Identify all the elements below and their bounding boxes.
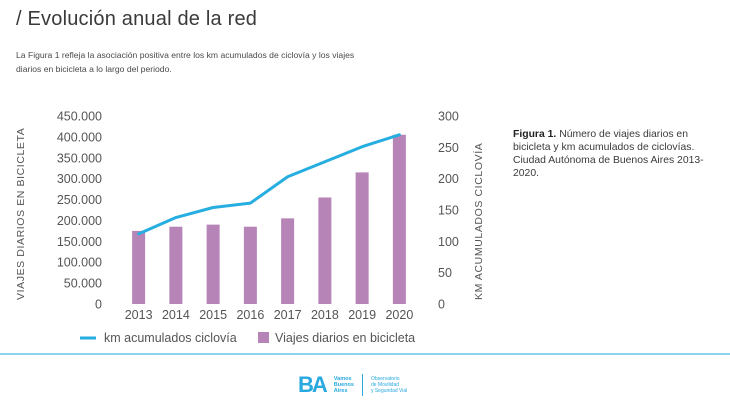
observatory-line: y Seguridad Vial — [370, 388, 408, 394]
ba-logo-text: Vamos Buenos Aires — [334, 376, 354, 394]
legend-line-label: km acumulados ciclovía — [104, 331, 237, 345]
bar-2014 — [169, 226, 183, 304]
bar-2015 — [206, 224, 220, 304]
right-tick-label: 150 — [438, 204, 459, 218]
figure-caption: Figura 1. Número de viajes diarios en bi… — [513, 128, 718, 180]
left-tick-label: 100.000 — [57, 256, 102, 270]
ba-logo-line: Buenos — [333, 382, 354, 388]
observatory-line: Observatorio — [370, 376, 400, 382]
ba-logo-line: Aires — [333, 388, 348, 394]
left-tick-label: 150.000 — [57, 235, 102, 249]
right-tick-label: 300 — [438, 110, 459, 124]
x-tick-label: 2020 — [385, 308, 413, 322]
left-axis-ticks: 0 50.000 100.000 150.000 200.000 250.000 300.0… — [57, 110, 102, 312]
left-tick-label: 400.000 — [57, 130, 102, 144]
right-tick-label: 0 — [438, 298, 445, 312]
bar-series — [132, 134, 406, 304]
bar-2017 — [281, 218, 295, 304]
left-tick-label: 350.000 — [57, 151, 102, 165]
logo-separator — [361, 374, 363, 396]
x-tick-label: 2019 — [348, 308, 376, 322]
figure-caption-label: Figura 1. — [513, 129, 557, 140]
x-tick-label: 2013 — [125, 308, 153, 322]
left-tick-label: 0 — [95, 298, 102, 312]
x-axis-ticks: 2013 2014 2015 2016 2017 2018 2019 2020 — [125, 308, 414, 322]
x-tick-label: 2016 — [236, 308, 264, 322]
legend: km acumulados ciclovía Viajes diarios en… — [80, 331, 415, 345]
ba-logo-line: Vamos — [333, 376, 352, 382]
x-tick-label: 2017 — [274, 308, 302, 322]
x-tick-label: 2014 — [162, 308, 190, 322]
x-tick-label: 2015 — [199, 308, 227, 322]
right-tick-label: 100 — [438, 235, 459, 249]
figure-caption-text: Número de viajes diarios en bicicleta y … — [513, 129, 704, 179]
left-tick-label: 450.000 — [57, 110, 102, 124]
line-series — [137, 133, 401, 236]
left-tick-label: 250.000 — [57, 193, 102, 207]
bar-2018 — [318, 197, 332, 304]
right-tick-label: 250 — [438, 141, 459, 155]
footer-logo: BA Vamos Buenos Aires Observatorio de Mo… — [298, 372, 407, 398]
bar-2019 — [355, 172, 369, 304]
bar-2020 — [392, 134, 406, 304]
bar-2016 — [243, 226, 257, 304]
page-title: / Evolución anual de la red — [16, 8, 258, 30]
left-tick-label: 50.000 — [64, 277, 102, 291]
intro-text: La Figura 1 refleja la asociación positi… — [16, 50, 355, 74]
bar-2013 — [132, 230, 146, 304]
left-axis-title: VIAJES DIARIOS EN BICICLETA — [15, 128, 27, 300]
right-tick-label: 50 — [438, 266, 452, 280]
footer-divider — [0, 353, 730, 355]
right-axis-title: KM ACUMULADOS CICLOVÍA — [472, 143, 485, 300]
legend-bar-label: Viajes diarios en bicicleta — [275, 331, 415, 345]
right-axis-ticks: 0 50 100 150 200 250 300 — [438, 110, 459, 312]
observatory-text: Observatorio de Movilidad y Seguridad Vi… — [371, 376, 407, 394]
observatory-line: de Movilidad — [370, 382, 400, 388]
x-tick-label: 2018 — [311, 308, 339, 322]
left-tick-label: 200.000 — [57, 214, 102, 228]
ba-logo-mark: BA — [298, 372, 328, 397]
left-tick-label: 300.000 — [57, 172, 102, 186]
right-tick-label: 200 — [438, 172, 459, 186]
line-km-ciclovia — [137, 133, 401, 236]
legend-bar-swatch — [258, 332, 269, 343]
